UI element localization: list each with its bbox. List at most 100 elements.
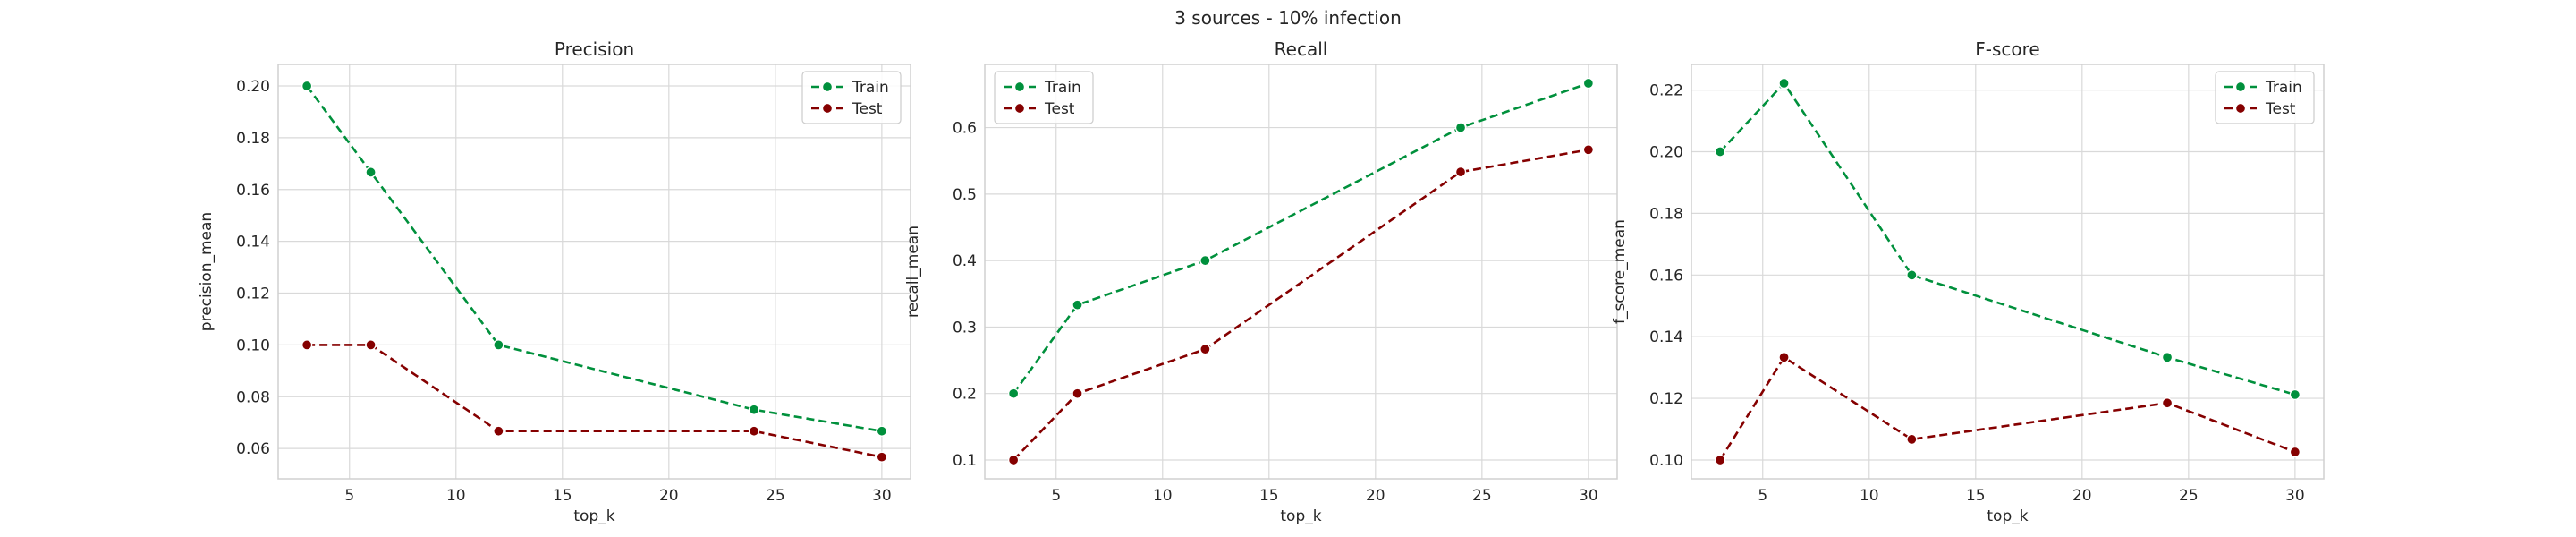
y-tick-label: 0.10	[236, 337, 270, 354]
train-point	[1454, 122, 1467, 133]
train-legend-label: Train	[1044, 79, 1081, 97]
subplot-precision: 5 10 15 20 25 30 0.06 0.08 0.10 0.12 0.14 0.16 0.18 0…	[198, 38, 911, 525]
y-tick-label: 0.12	[1649, 390, 1683, 408]
test-point	[1582, 144, 1595, 156]
y-tick-label: 0.2	[953, 386, 977, 404]
x-tick-label: 15	[1966, 487, 1986, 505]
x-tick-label: 25	[766, 487, 785, 505]
test-point	[365, 339, 377, 351]
y-tick-label: 0.4	[953, 252, 977, 270]
test-legend-marker	[821, 102, 834, 115]
test-legend-label: Test	[1044, 100, 1075, 118]
train-legend-marker	[1013, 81, 1026, 93]
x-tick-label: 5	[1758, 487, 1767, 505]
train-point	[1007, 388, 1020, 399]
legend: Train Test	[994, 71, 1094, 124]
y-tick-label: 0.20	[236, 78, 270, 96]
test-legend-marker	[2234, 102, 2247, 115]
train-point	[1778, 77, 1790, 90]
subplot-recall: 5 10 15 20 25 30 0.1 0.2 0.3 0.4 0.5 0.6 Recall top_k…	[904, 38, 1618, 525]
y-tick-label: 0.10	[1649, 452, 1683, 470]
x-tick-label: 5	[1051, 487, 1061, 505]
train-point	[1072, 299, 1083, 311]
y-tick-label: 0.3	[953, 319, 977, 337]
train-point	[1582, 77, 1595, 90]
train-legend-label: Train	[852, 79, 889, 97]
test-legend-label: Test	[852, 100, 883, 118]
y-tick-label: 0.16	[236, 182, 270, 200]
x-axis-label: top_k	[573, 507, 614, 525]
train-legend-label: Train	[2265, 79, 2302, 97]
legend: Train Test	[801, 71, 902, 124]
train-point	[1714, 146, 1726, 158]
y-tick-label: 0.18	[1649, 205, 1683, 223]
y-tick-label: 0.6	[953, 120, 977, 138]
test-point	[876, 451, 888, 463]
test-point	[1072, 388, 1083, 399]
y-tick-label: 0.20	[1649, 143, 1683, 161]
y-axis-label: recall_mean	[904, 226, 922, 318]
x-tick-label: 10	[446, 487, 466, 505]
train-point	[1199, 254, 1211, 267]
subplots: 5 10 15 20 25 30 0.06 0.08 0.10 0.12 0.14 0.16 0.18 0…	[198, 38, 2325, 525]
plot-area	[278, 64, 911, 479]
x-tick-label: 30	[2285, 487, 2305, 505]
legend: Train Test	[2215, 71, 2315, 124]
subplot-title: Precision	[555, 38, 634, 60]
plot-frame	[277, 64, 911, 480]
x-tick-label: 20	[1366, 487, 1385, 505]
test-point	[301, 339, 313, 351]
y-tick-label: 0.12	[236, 286, 270, 303]
y-tick-label: 0.14	[236, 234, 270, 251]
y-axis-label: f_score_mean	[1611, 219, 1629, 324]
test-point	[1199, 343, 1211, 355]
y-tick-label: 0.16	[1649, 267, 1683, 285]
y-tick-label: 0.22	[1649, 82, 1683, 100]
x-axis-label: top_k	[1987, 507, 2028, 525]
test-point	[2289, 446, 2301, 458]
subplot-title: F-score	[1975, 38, 2039, 60]
train-point	[365, 166, 377, 178]
x-tick-label: 20	[659, 487, 679, 505]
subplot-title: Recall	[1275, 38, 1328, 60]
train-point	[876, 425, 888, 437]
train-point	[493, 339, 504, 351]
y-axis-label: precision_mean	[198, 212, 216, 331]
x-tick-label: 10	[1860, 487, 1879, 505]
test-point	[1454, 166, 1467, 178]
train-point	[2161, 352, 2174, 363]
x-tick-label: 15	[1259, 487, 1279, 505]
y-tick-label: 0.18	[236, 130, 270, 148]
x-tick-label: 25	[2179, 487, 2199, 505]
x-tick-label: 10	[1153, 487, 1173, 505]
test-series-line	[1719, 355, 2296, 461]
train-legend-marker	[2234, 81, 2247, 93]
plot-frame	[984, 64, 1618, 480]
x-tick-label: 5	[344, 487, 354, 505]
figure-suptitle: 3 sources - 10% infection	[1174, 7, 1402, 29]
test-point	[1778, 352, 1790, 363]
train-series-line	[306, 85, 883, 433]
x-tick-label: 15	[553, 487, 572, 505]
train-point	[2289, 388, 2301, 401]
test-point	[2161, 397, 2174, 409]
plot-frame	[1690, 64, 2325, 480]
x-tick-label: 20	[2072, 487, 2092, 505]
test-point	[1714, 454, 1726, 466]
plot-area	[1691, 64, 2324, 479]
x-tick-label: 30	[872, 487, 892, 505]
train-point	[1906, 269, 1918, 281]
test-point	[748, 425, 760, 437]
test-legend-marker	[1013, 102, 1026, 115]
x-tick-label: 25	[1472, 487, 1492, 505]
test-point	[493, 425, 504, 437]
y-tick-label: 0.08	[236, 388, 270, 406]
plot-area	[985, 64, 1617, 479]
test-point	[1906, 433, 1918, 446]
train-point	[301, 80, 313, 92]
test-legend-label: Test	[2265, 100, 2296, 118]
y-tick-label: 0.06	[236, 440, 270, 458]
train-legend-marker	[821, 81, 834, 93]
test-point	[1007, 454, 1020, 466]
